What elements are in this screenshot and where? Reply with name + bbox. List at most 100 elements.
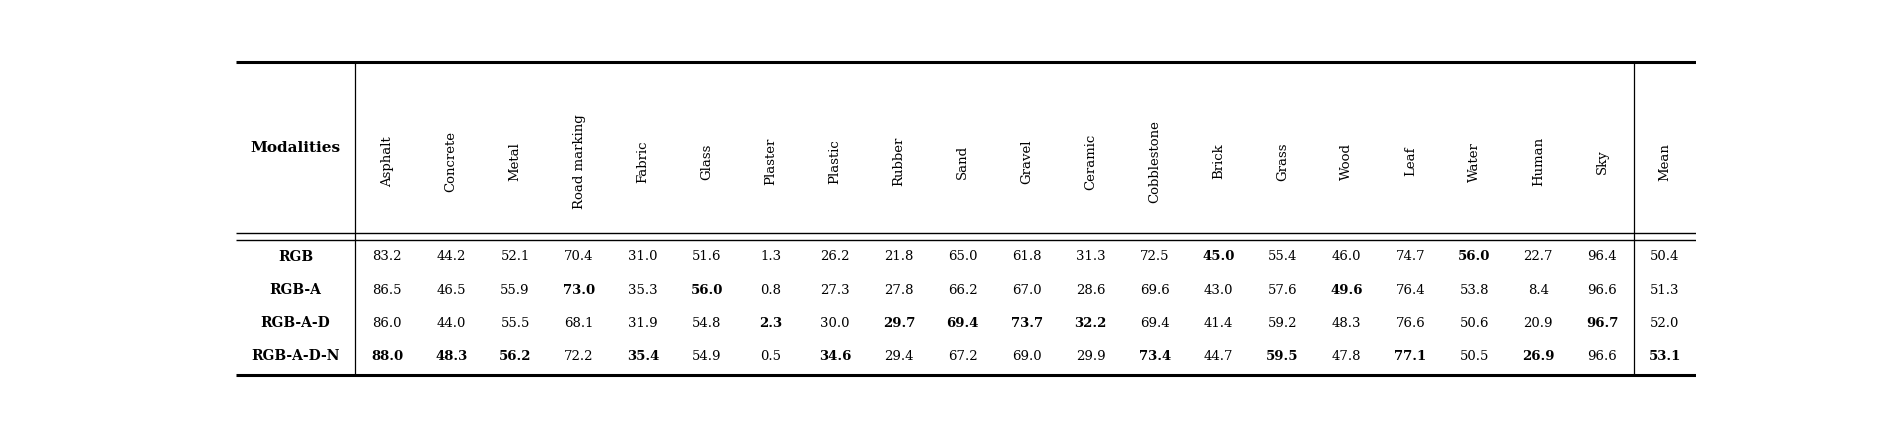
Text: Gravel: Gravel (1021, 140, 1032, 184)
Text: 28.6: 28.6 (1076, 283, 1106, 297)
Text: 54.8: 54.8 (691, 317, 722, 330)
Text: 56.0: 56.0 (691, 283, 723, 297)
Text: 53.1: 53.1 (1648, 350, 1681, 363)
Text: 48.3: 48.3 (1332, 317, 1362, 330)
Text: 26.2: 26.2 (820, 251, 850, 264)
Text: 43.0: 43.0 (1204, 283, 1234, 297)
Text: 88.0: 88.0 (371, 350, 403, 363)
Text: 8.4: 8.4 (1528, 283, 1549, 297)
Text: RGB: RGB (277, 250, 313, 264)
Text: Cobblestone: Cobblestone (1147, 120, 1161, 203)
Text: 50.4: 50.4 (1650, 251, 1681, 264)
Text: 69.4: 69.4 (946, 317, 980, 330)
Text: 29.4: 29.4 (884, 350, 914, 363)
Text: RGB-A-D: RGB-A-D (260, 316, 330, 330)
Text: 69.4: 69.4 (1140, 317, 1170, 330)
Text: 61.8: 61.8 (1012, 251, 1042, 264)
Text: 73.0: 73.0 (563, 283, 595, 297)
Text: 65.0: 65.0 (948, 251, 978, 264)
Text: 76.6: 76.6 (1396, 317, 1426, 330)
Text: 67.2: 67.2 (948, 350, 978, 363)
Text: Rubber: Rubber (893, 137, 906, 186)
Text: 96.7: 96.7 (1586, 317, 1618, 330)
Text: 47.8: 47.8 (1332, 350, 1362, 363)
Text: 77.1: 77.1 (1394, 350, 1426, 363)
Text: 74.7: 74.7 (1396, 251, 1426, 264)
Text: 29.7: 29.7 (882, 317, 916, 330)
Text: Fabric: Fabric (637, 140, 650, 183)
Text: 0.5: 0.5 (761, 350, 782, 363)
Text: 59.2: 59.2 (1268, 317, 1298, 330)
Text: 54.9: 54.9 (691, 350, 722, 363)
Text: 49.6: 49.6 (1330, 283, 1362, 297)
Text: 96.6: 96.6 (1588, 283, 1616, 297)
Text: 27.3: 27.3 (820, 283, 850, 297)
Text: 72.2: 72.2 (565, 350, 593, 363)
Text: 86.0: 86.0 (373, 317, 401, 330)
Text: 21.8: 21.8 (884, 251, 914, 264)
Text: 76.4: 76.4 (1396, 283, 1426, 297)
Text: 34.6: 34.6 (820, 350, 852, 363)
Text: Water: Water (1468, 142, 1481, 181)
Text: 0.8: 0.8 (761, 283, 782, 297)
Text: Road marking: Road marking (573, 114, 586, 209)
Text: 26.9: 26.9 (1522, 350, 1554, 363)
Text: 96.4: 96.4 (1588, 251, 1616, 264)
Text: 29.9: 29.9 (1076, 350, 1106, 363)
Text: 50.6: 50.6 (1460, 317, 1488, 330)
Text: Plaster: Plaster (765, 138, 778, 185)
Text: 73.7: 73.7 (1010, 317, 1042, 330)
Text: RGB-A: RGB-A (269, 283, 322, 297)
Text: Ceramic: Ceramic (1083, 133, 1096, 190)
Text: 35.3: 35.3 (627, 283, 658, 297)
Text: Concrete: Concrete (445, 131, 458, 192)
Text: Human: Human (1532, 137, 1545, 186)
Text: 31.9: 31.9 (627, 317, 658, 330)
Text: Plastic: Plastic (829, 139, 842, 184)
Text: 20.9: 20.9 (1524, 317, 1552, 330)
Text: Metal: Metal (509, 142, 522, 181)
Text: 55.4: 55.4 (1268, 251, 1298, 264)
Text: Brick: Brick (1211, 144, 1225, 179)
Text: 44.7: 44.7 (1204, 350, 1234, 363)
Text: 32.2: 32.2 (1074, 317, 1108, 330)
Text: 70.4: 70.4 (565, 251, 593, 264)
Text: 48.3: 48.3 (435, 350, 467, 363)
Text: 45.0: 45.0 (1202, 251, 1234, 264)
Text: 59.5: 59.5 (1266, 350, 1298, 363)
Text: 55.9: 55.9 (501, 283, 529, 297)
Text: 53.8: 53.8 (1460, 283, 1488, 297)
Text: 52.1: 52.1 (501, 251, 529, 264)
Text: 96.6: 96.6 (1588, 350, 1616, 363)
Text: 68.1: 68.1 (565, 317, 593, 330)
Text: 52.0: 52.0 (1650, 317, 1681, 330)
Text: 69.6: 69.6 (1140, 283, 1170, 297)
Text: 69.0: 69.0 (1012, 350, 1042, 363)
Text: 35.4: 35.4 (627, 350, 659, 363)
Text: 31.3: 31.3 (1076, 251, 1106, 264)
Text: Wood: Wood (1340, 143, 1353, 180)
Text: 73.4: 73.4 (1138, 350, 1170, 363)
Text: 72.5: 72.5 (1140, 251, 1170, 264)
Text: 27.8: 27.8 (884, 283, 914, 297)
Text: Sand: Sand (957, 145, 968, 179)
Text: 86.5: 86.5 (373, 283, 401, 297)
Text: Grass: Grass (1275, 143, 1289, 181)
Text: 2.3: 2.3 (759, 317, 782, 330)
Text: 31.0: 31.0 (627, 251, 658, 264)
Text: 22.7: 22.7 (1524, 251, 1552, 264)
Text: Modalities: Modalities (251, 141, 341, 156)
Text: 51.3: 51.3 (1650, 283, 1681, 297)
Text: 1.3: 1.3 (761, 251, 782, 264)
Text: Leaf: Leaf (1404, 147, 1417, 176)
Text: 30.0: 30.0 (820, 317, 850, 330)
Text: 44.2: 44.2 (437, 251, 465, 264)
Text: 50.5: 50.5 (1460, 350, 1488, 363)
Text: 55.5: 55.5 (501, 317, 529, 330)
Text: 67.0: 67.0 (1012, 283, 1042, 297)
Text: 46.5: 46.5 (437, 283, 465, 297)
Text: 56.0: 56.0 (1458, 251, 1490, 264)
Text: 46.0: 46.0 (1332, 251, 1362, 264)
Text: 66.2: 66.2 (948, 283, 978, 297)
Text: RGB-A-D-N: RGB-A-D-N (251, 349, 339, 363)
